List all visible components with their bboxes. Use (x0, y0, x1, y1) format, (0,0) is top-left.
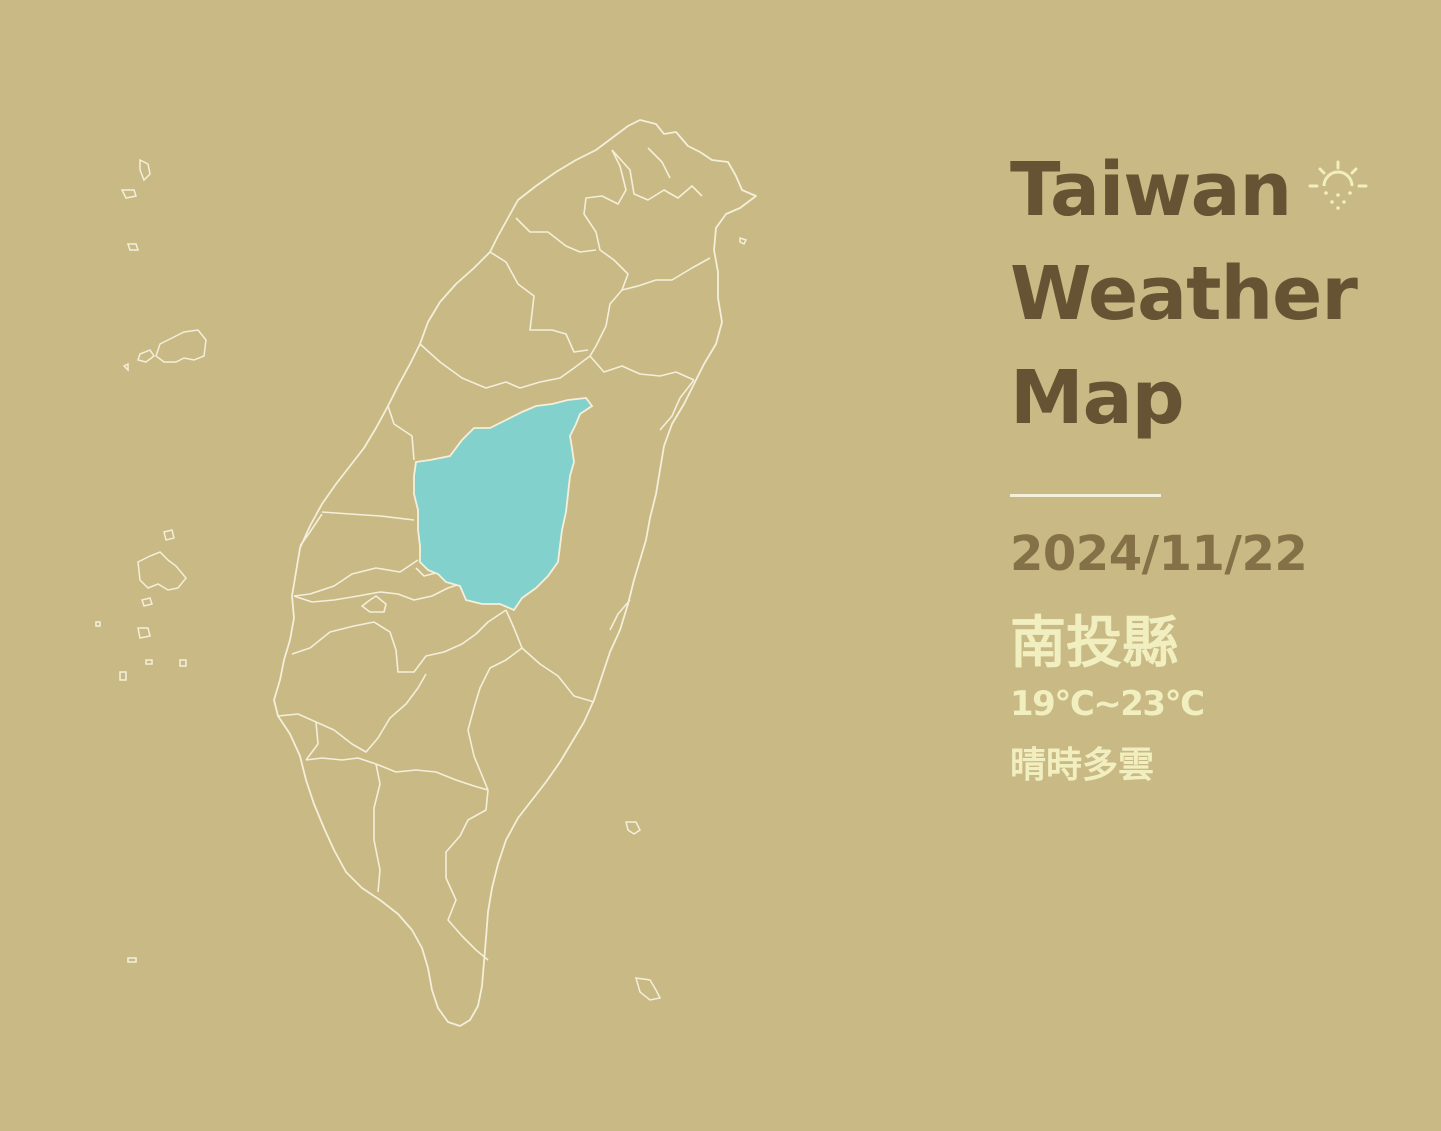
title-line-3: Map (1010, 355, 1185, 441)
taiwan-map (95, 119, 757, 1027)
green-island[interactable] (625, 821, 641, 835)
title-line-2: Weather (1010, 251, 1358, 337)
county-name: 南投縣 (1010, 611, 1178, 676)
taiwan-map-svg (95, 119, 757, 1027)
sun-icon (1308, 160, 1368, 210)
weather-condition: 晴時多雲 (1010, 745, 1155, 786)
penghu-islands[interactable] (155, 329, 207, 363)
info-panel: Taiwan Weather Map 2024/11/22 南投縣 19°C~2… (1010, 138, 1430, 786)
date-label: 2024/11/22 (1010, 526, 1308, 582)
taiwan-main-island[interactable] (273, 119, 757, 1027)
divider (1010, 494, 1161, 497)
title-line-1: Taiwan (1010, 147, 1292, 233)
orchid-island[interactable] (634, 977, 662, 1001)
nantou-county[interactable] (413, 397, 594, 612)
temperature-range: 19°C~23°C (1010, 684, 1205, 724)
